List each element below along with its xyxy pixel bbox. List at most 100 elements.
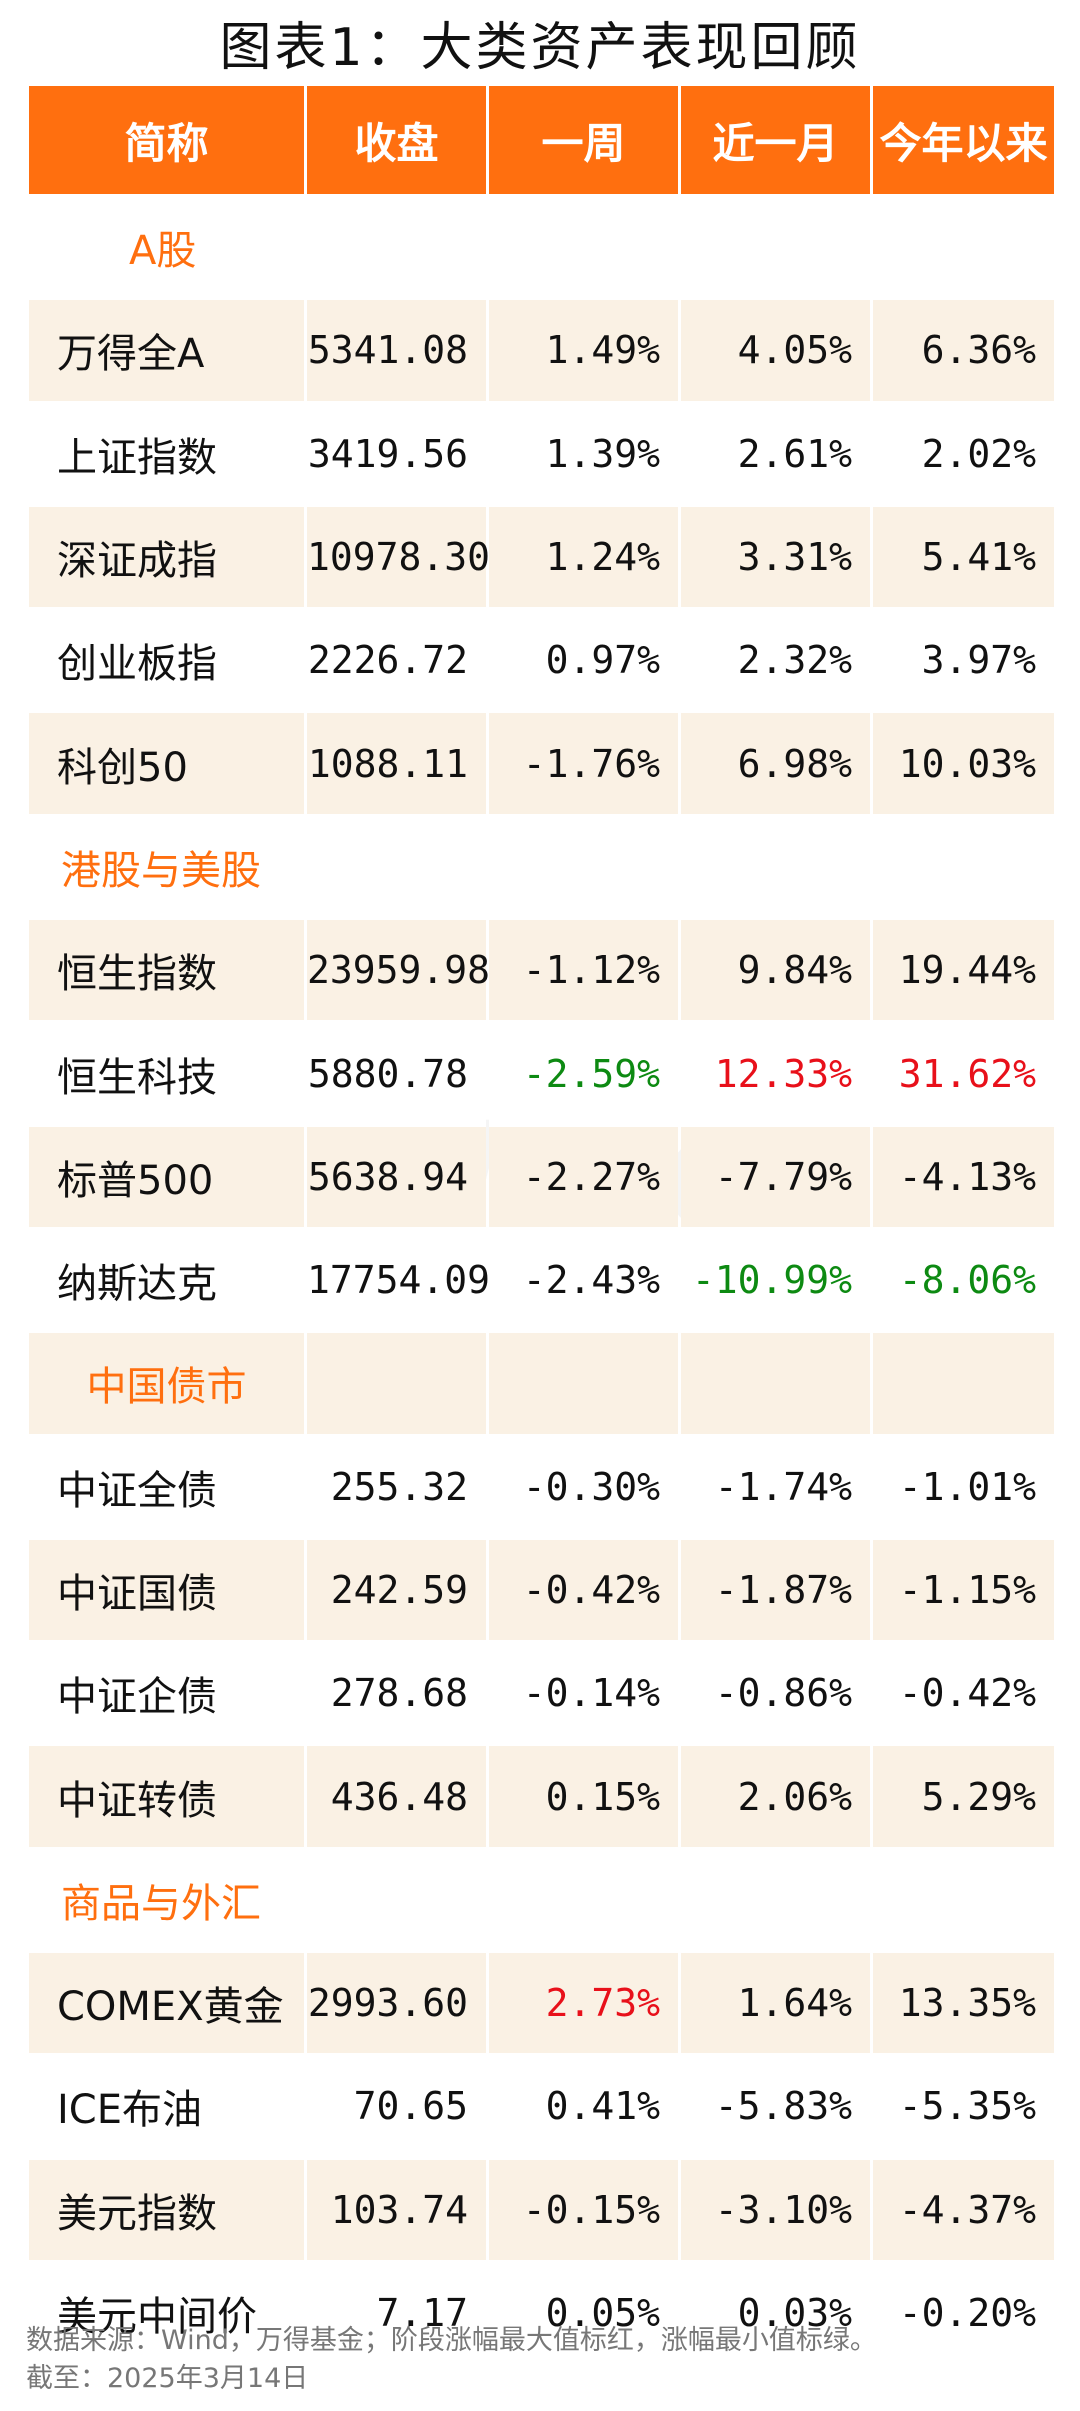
close-value: 7.17	[307, 2259, 486, 2364]
month-change: -7.79%	[681, 1123, 870, 1227]
month-change: -3.10%	[681, 2156, 870, 2260]
close-value: 23959.98	[307, 917, 490, 1021]
close-value: 103.74	[307, 2156, 486, 2260]
close-value: 5880.78	[307, 1020, 486, 1124]
asset-name: 深证成指	[29, 503, 304, 608]
section-label: 港股与美股	[29, 813, 1054, 918]
asset-name: 中证企债	[29, 1640, 304, 1744]
header-close: 收盘	[307, 86, 486, 194]
close-value: 242.59	[307, 1536, 486, 1641]
empty-cell	[873, 1330, 1054, 1434]
table-row: 恒生科技 5880.78 -2.59% 12.33% 31.62%	[29, 1020, 1054, 1124]
ytd-change: -5.35%	[873, 2053, 1054, 2157]
month-change: -1.74%	[681, 1433, 870, 1537]
week-change: 0.41%	[489, 2053, 678, 2157]
header-name: 简称	[29, 86, 304, 194]
month-change: -5.83%	[681, 2053, 870, 2157]
table-row: 万得全A 5341.08 1.49% 4.05% 6.36%	[29, 297, 1054, 401]
month-change: 9.84%	[681, 917, 870, 1021]
section-row: 中国债市	[29, 1330, 1054, 1434]
ytd-change: 6.36%	[873, 297, 1054, 401]
asset-name: 万得全A	[29, 297, 304, 401]
asset-name: COMEX黄金	[29, 1950, 304, 2054]
table-row: 标普500 5638.94 -2.27% -7.79% -4.13%	[29, 1123, 1054, 1227]
empty-cell	[681, 1330, 870, 1434]
date-note: 截至：2025年3月14日	[26, 2363, 309, 2394]
header-week: 一周	[489, 86, 678, 194]
header-row: 简称 收盘 一周 近一月 今年以来	[29, 86, 1054, 194]
section-row: A股	[29, 194, 1054, 298]
asset-name: 中证全债	[29, 1433, 304, 1537]
empty-cell	[489, 1330, 678, 1434]
asset-name: 中证转债	[29, 1743, 304, 1847]
section-label: 商品与外汇	[29, 1846, 1054, 1951]
month-change-max: 12.33%	[681, 1020, 870, 1124]
close-value: 278.68	[307, 1640, 486, 1744]
close-value: 5341.08	[307, 297, 486, 401]
week-change: 1.49%	[489, 297, 678, 401]
table-row: ICE布油 70.65 0.41% -5.83% -5.35%	[29, 2053, 1054, 2157]
week-change: -1.76%	[489, 710, 678, 814]
week-change: -0.30%	[489, 1433, 678, 1537]
section-row: 商品与外汇	[29, 1846, 1054, 1951]
close-value: 5638.94	[307, 1123, 486, 1227]
close-value: 17754.09	[307, 1226, 490, 1331]
week-change: 0.15%	[489, 1743, 678, 1847]
week-change: 1.24%	[489, 503, 678, 608]
close-value: 70.65	[307, 2053, 486, 2157]
ytd-change: 13.35%	[873, 1950, 1054, 2054]
table-row: COMEX黄金 2993.60 2.73% 1.64% 13.35%	[29, 1950, 1054, 2054]
header-ytd: 今年以来	[873, 86, 1054, 194]
ytd-change-min: -8.06%	[873, 1226, 1054, 1331]
week-change-max: 2.73%	[489, 1950, 678, 2054]
asset-name: 创业板指	[29, 607, 304, 711]
ytd-change: 5.41%	[873, 503, 1054, 608]
table-row: 中证全债 255.32 -0.30% -1.74% -1.01%	[29, 1433, 1054, 1537]
table-row: 中证国债 242.59 -0.42% -1.87% -1.15%	[29, 1536, 1054, 1641]
month-change: 4.05%	[681, 297, 870, 401]
asset-name: 恒生指数	[29, 917, 304, 1021]
asset-name: 美元中间价	[29, 2259, 304, 2364]
ytd-change-max: 31.62%	[873, 1020, 1054, 1124]
ytd-change: -4.13%	[873, 1123, 1054, 1227]
table-row: 创业板指 2226.72 0.97% 2.32% 3.97%	[29, 607, 1054, 711]
close-value: 2993.60	[307, 1950, 486, 2054]
table-row: 深证成指 10978.30 1.24% 3.31% 5.41%	[29, 503, 1054, 608]
asset-name: 科创50	[29, 710, 304, 814]
close-value: 2226.72	[307, 607, 486, 711]
month-change: 0.03%	[681, 2259, 870, 2364]
week-change-min: -2.59%	[489, 1020, 678, 1124]
table-row: 科创50 1088.11 -1.76% 6.98% 10.03%	[29, 710, 1054, 814]
month-change: 1.64%	[681, 1950, 870, 2054]
ytd-change: 3.97%	[873, 607, 1054, 711]
asset-name: ICE布油	[29, 2053, 304, 2157]
asset-performance-table: 简称 收盘 一周 近一月 今年以来 A股 万得全A 5341.08 1.49% …	[26, 86, 1057, 2364]
table-row: 美元中间价 7.17 0.05% 0.03% -0.20%	[29, 2259, 1054, 2364]
month-change: 6.98%	[681, 710, 870, 814]
asset-name: 中证国债	[29, 1536, 304, 1641]
close-value: 3419.56	[307, 400, 486, 504]
asset-name: 美元指数	[29, 2156, 304, 2260]
ytd-change: 5.29%	[873, 1743, 1054, 1847]
week-change: 0.05%	[489, 2259, 678, 2364]
week-change: -0.15%	[489, 2156, 678, 2260]
table-row: 中证转债 436.48 0.15% 2.06% 5.29%	[29, 1743, 1054, 1847]
ytd-change: 19.44%	[873, 917, 1054, 1021]
table-row: 上证指数 3419.56 1.39% 2.61% 2.02%	[29, 400, 1054, 504]
week-change: -0.42%	[489, 1536, 678, 1641]
close-value: 436.48	[307, 1743, 486, 1847]
asset-name: 标普500	[29, 1123, 304, 1227]
ytd-change: 10.03%	[873, 710, 1054, 814]
ytd-change: 2.02%	[873, 400, 1054, 504]
month-change: 2.32%	[681, 607, 870, 711]
asset-name: 恒生科技	[29, 1020, 304, 1124]
asset-name: 纳斯达克	[29, 1226, 304, 1331]
table-row: 恒生指数 23959.98 -1.12% 9.84% 19.44%	[29, 917, 1054, 1021]
week-change: 0.97%	[489, 607, 678, 711]
week-change: -2.27%	[489, 1123, 678, 1227]
header-month: 近一月	[681, 86, 870, 194]
table-row: 纳斯达克 17754.09 -2.43% -10.99% -8.06%	[29, 1226, 1054, 1331]
empty-cell	[307, 1330, 486, 1434]
close-value: 255.32	[307, 1433, 486, 1537]
month-change: -0.86%	[681, 1640, 870, 1744]
